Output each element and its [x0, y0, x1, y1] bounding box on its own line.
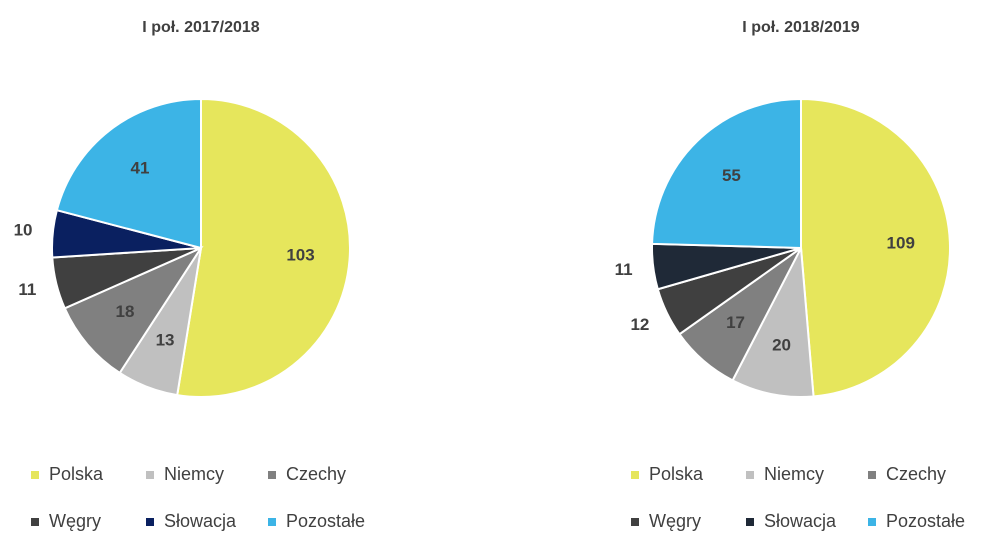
- legend-swatch: [146, 471, 154, 479]
- legend-label: Polska: [49, 464, 104, 484]
- legend-swatch: [146, 518, 154, 526]
- legend-label: Węgry: [49, 511, 101, 531]
- data-label: 109: [887, 233, 915, 252]
- legend-swatch: [746, 518, 754, 526]
- legend-swatch: [631, 471, 639, 479]
- data-label: 12: [630, 315, 649, 334]
- legend-swatch: [268, 518, 276, 526]
- chart-title: I poł. 2017/2018: [142, 19, 260, 36]
- legend-label: Niemcy: [164, 464, 224, 484]
- legend-swatch: [631, 518, 639, 526]
- chart-title: I poł. 2018/2019: [742, 19, 860, 36]
- pie-slice: [731, 244, 815, 398]
- data-label: 17: [726, 313, 745, 332]
- legend-label: Polska: [649, 464, 704, 484]
- pie-slice: [651, 97, 802, 250]
- data-label: 41: [131, 158, 150, 177]
- legend-label: Czechy: [286, 464, 346, 484]
- legend-swatch: [746, 471, 754, 479]
- data-label: 55: [722, 166, 741, 185]
- legend-label: Słowacja: [764, 511, 837, 531]
- legend-swatch: [868, 518, 876, 526]
- legend-label: Słowacja: [164, 511, 237, 531]
- pie-slice: [176, 97, 351, 398]
- data-label: 10: [14, 220, 33, 239]
- pie-slice: [800, 97, 951, 398]
- legend-label: Pozostałe: [286, 511, 365, 531]
- data-label: 20: [772, 335, 791, 354]
- legend-label: Czechy: [886, 464, 946, 484]
- legend-swatch: [868, 471, 876, 479]
- legend-swatch: [31, 471, 39, 479]
- legend-swatch: [268, 471, 276, 479]
- data-label: 103: [286, 245, 314, 264]
- data-label: 13: [156, 331, 175, 350]
- legend-swatch: [31, 518, 39, 526]
- data-label: 18: [116, 302, 135, 321]
- legend-label: Niemcy: [764, 464, 824, 484]
- legend-label: Węgry: [649, 511, 701, 531]
- data-label: 11: [615, 260, 633, 279]
- pie-slice: [55, 97, 202, 250]
- pie-slice: [63, 245, 204, 375]
- legend-label: Pozostałe: [886, 511, 965, 531]
- data-label: 11: [18, 280, 36, 299]
